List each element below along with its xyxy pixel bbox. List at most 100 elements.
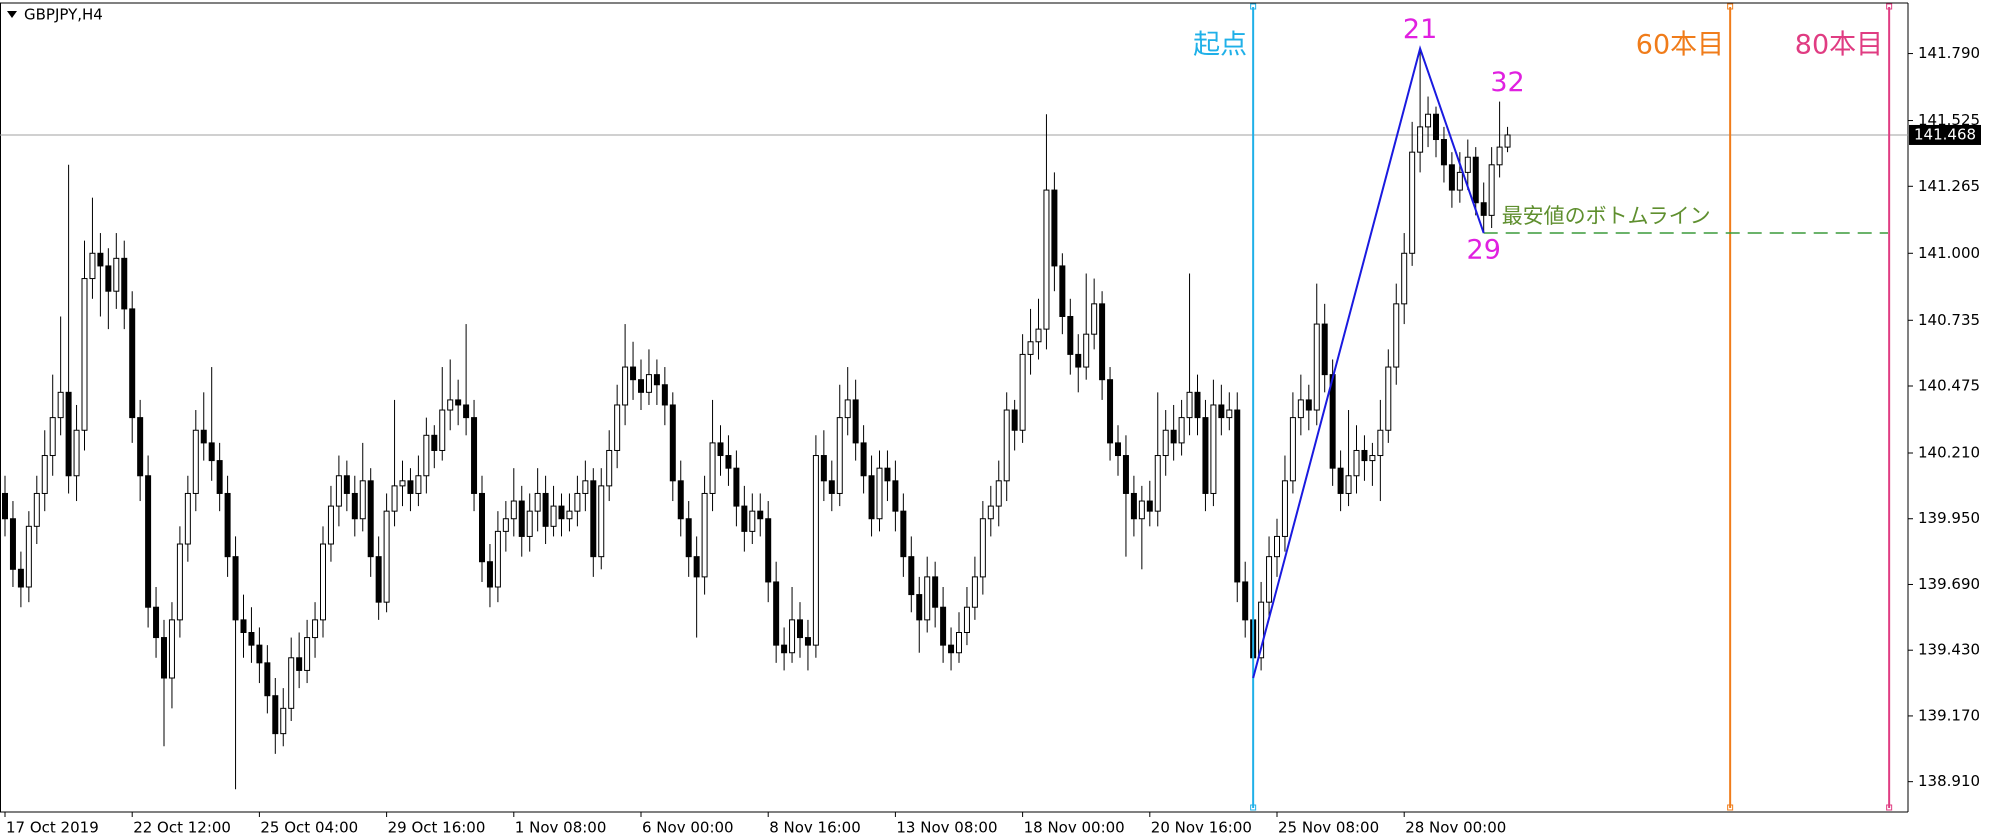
candle-body — [932, 576, 939, 608]
candle-body — [1377, 429, 1384, 457]
candle-body — [17, 568, 24, 588]
candle-body — [1393, 303, 1400, 368]
candle-body — [312, 619, 319, 639]
candle-body — [502, 518, 509, 532]
candle-body — [463, 404, 470, 419]
bottom-line-label: 最安値のボトムライン — [1502, 204, 1711, 228]
candle-body — [1488, 164, 1495, 216]
candle-body — [168, 619, 175, 679]
y-tick-label: 140.475 — [1918, 377, 1980, 395]
candle-body — [733, 467, 740, 507]
candle-body — [375, 556, 382, 603]
candle-body — [1154, 455, 1161, 512]
candle-body — [383, 510, 390, 603]
candle-body — [804, 637, 811, 646]
candle-body — [248, 632, 255, 646]
candle-body — [1480, 202, 1487, 216]
candle-body — [1401, 252, 1408, 305]
candle-body — [884, 467, 891, 482]
candle-body — [717, 442, 724, 457]
candle-body — [1337, 467, 1344, 494]
candle-body — [645, 374, 652, 393]
candle-body — [860, 442, 867, 477]
candle-body — [89, 252, 96, 280]
candle-body — [1289, 417, 1296, 482]
candle-body — [486, 561, 493, 588]
y-tick-label: 140.210 — [1918, 444, 1980, 462]
zigzag-line — [1252, 45, 1485, 679]
candle-body — [431, 434, 438, 451]
candle-body — [494, 530, 501, 588]
candle-body — [479, 492, 485, 563]
x-tick-label: 25 Oct 04:00 — [260, 819, 358, 837]
candle-body — [113, 257, 120, 292]
candle-body — [669, 404, 676, 482]
candle-body — [1234, 409, 1241, 583]
candle-body — [1417, 126, 1424, 153]
candle-body — [1281, 480, 1288, 537]
candle-body — [995, 480, 1002, 507]
candle-body — [447, 399, 454, 411]
candle-body — [1226, 409, 1233, 419]
candle-body — [129, 308, 136, 419]
y-tick-label: 138.910 — [1918, 772, 1980, 790]
chart-layer: 141.790 141.525 141.265 141.000 140.735 140.4… — [0, 3, 1981, 837]
symbol-menu-arrow[interactable] — [7, 11, 17, 18]
candle-body — [57, 391, 64, 419]
candle-body — [1027, 341, 1034, 355]
candle-body — [757, 510, 764, 520]
candle-body — [49, 417, 56, 457]
candle-body — [335, 475, 342, 507]
candle-body — [415, 475, 422, 494]
candle-body — [1130, 492, 1137, 520]
candle-body — [566, 510, 573, 520]
candle-body — [1504, 134, 1511, 148]
x-tick-label: 6 Nov 00:00 — [642, 819, 734, 837]
candle-body — [558, 505, 565, 520]
candle-body — [685, 518, 692, 558]
candle-body — [264, 662, 271, 697]
candle-body — [65, 391, 72, 477]
candle-body — [1075, 353, 1082, 368]
candle-body — [105, 265, 112, 292]
candle-body — [812, 455, 819, 646]
candle-body — [1043, 189, 1050, 330]
x-tick-label: 8 Nov 16:00 — [769, 819, 861, 837]
x-tick-label: 1 Nov 08:00 — [515, 819, 607, 837]
candle-body — [1448, 164, 1455, 191]
y-tick-label: 139.690 — [1918, 575, 1980, 593]
candle-body — [1496, 146, 1503, 166]
candle-body — [351, 492, 358, 520]
candle-body — [677, 480, 684, 520]
candle-body — [296, 657, 303, 671]
candle-body — [232, 556, 239, 621]
candle-body — [797, 619, 803, 639]
candle-body — [1456, 171, 1463, 191]
x-tick-label: 20 Nov 16:00 — [1151, 819, 1252, 837]
candle-body — [789, 619, 796, 654]
candle-body — [272, 695, 279, 735]
candle-body — [693, 556, 700, 578]
candle-body — [868, 475, 875, 520]
candle-body — [1162, 429, 1169, 457]
x-tick-label: 25 Nov 08:00 — [1278, 819, 1379, 837]
candle-body — [940, 606, 947, 646]
candle-body — [2, 492, 8, 520]
candle-body — [622, 366, 629, 406]
candle-body — [582, 480, 589, 494]
swing-count-label: 21 — [1403, 14, 1437, 45]
candle-body — [900, 510, 907, 558]
candle-body — [1138, 500, 1145, 520]
candle-body — [1122, 455, 1129, 494]
candle-body — [948, 644, 955, 654]
candle-body — [836, 417, 843, 494]
candle-body — [1297, 399, 1304, 419]
candle-body — [81, 278, 88, 431]
candle-body — [1433, 113, 1439, 141]
candle-body — [391, 485, 398, 512]
candle-body — [1305, 399, 1312, 411]
candle-body — [1321, 323, 1328, 376]
candle-body — [1083, 333, 1090, 368]
